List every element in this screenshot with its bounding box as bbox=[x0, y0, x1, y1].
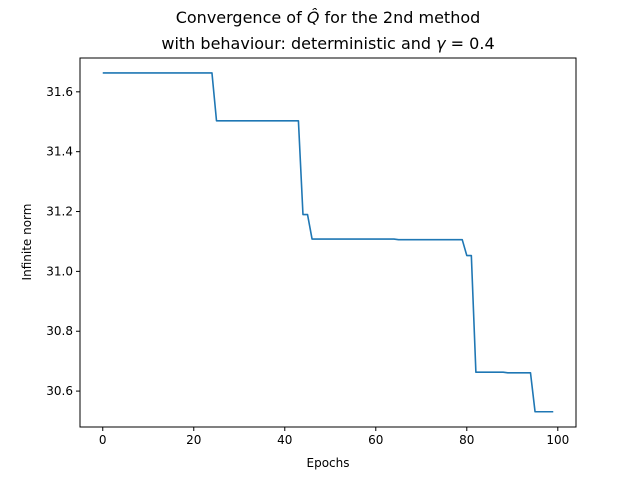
series-line bbox=[102, 72, 554, 413]
x-axis-label: Epochs bbox=[307, 456, 350, 470]
x-tick-label: 80 bbox=[459, 433, 474, 447]
y-tick-label: 31.4 bbox=[46, 145, 73, 159]
y-tick-label: 30.6 bbox=[46, 384, 73, 398]
chart-title-line-2: with behaviour: deterministic and γ = 0.… bbox=[161, 34, 494, 53]
y-tick-label: 31.0 bbox=[46, 264, 73, 278]
x-tick-label: 100 bbox=[546, 433, 569, 447]
y-tick-label: 30.8 bbox=[46, 324, 73, 338]
x-tick-label: 60 bbox=[368, 433, 383, 447]
series-layer bbox=[102, 72, 554, 413]
x-tick-label: 40 bbox=[277, 433, 292, 447]
x-tick-label: 0 bbox=[99, 433, 107, 447]
y-tick-label: 31.2 bbox=[46, 205, 73, 219]
y-axis-label: Infinite norm bbox=[20, 204, 34, 281]
axis-ticks: 0 20 40 60 80 100 30.6 30.8 31.0 31.2 31.4 31.6 bbox=[46, 85, 569, 447]
y-tick-label: 31.6 bbox=[46, 85, 73, 99]
chart-title-line-1: Convergence of Q̂ for the 2nd method bbox=[176, 8, 481, 27]
plot-frame bbox=[79, 57, 577, 428]
x-tick-label: 20 bbox=[186, 433, 201, 447]
